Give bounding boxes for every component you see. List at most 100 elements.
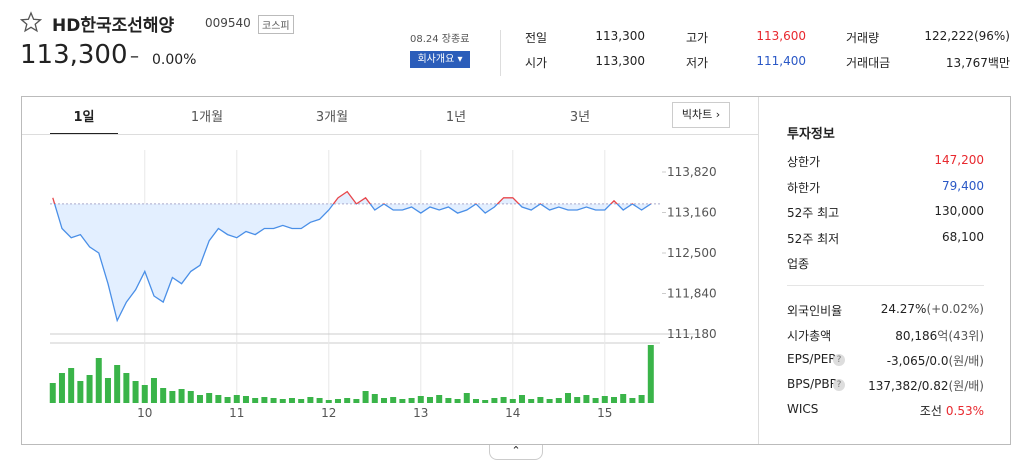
volume-bar — [380, 398, 387, 403]
info-label: 외국인비율 — [787, 304, 843, 318]
volume-bar — [399, 399, 406, 403]
volume-bar — [178, 389, 185, 403]
volume-bar — [169, 391, 176, 403]
info-label: 업종 — [787, 257, 810, 271]
stock-code: 009540 — [205, 16, 251, 30]
help-icon: ? — [833, 354, 845, 366]
info-note: (원/배) — [948, 354, 985, 368]
panel-separator — [787, 285, 984, 286]
info-value: 68,100 — [942, 230, 984, 244]
x-tick-label: 15 — [597, 406, 612, 420]
info-main: 79,400 — [942, 178, 984, 193]
x-tick-label: 11 — [229, 406, 244, 420]
panel-divider — [758, 97, 759, 444]
volume-bar — [233, 395, 240, 403]
volume-bar — [491, 398, 498, 403]
volume-bar — [316, 398, 323, 403]
info-note: (원/배) — [948, 379, 985, 393]
period-tab[interactable]: 3개월 — [315, 110, 349, 125]
volume-bar — [610, 397, 617, 403]
favorite-star[interactable] — [20, 11, 42, 33]
volume-bar — [215, 395, 222, 403]
volume-bar — [288, 398, 295, 403]
volume-bar — [647, 345, 654, 403]
y-tick-label: 113,160 — [667, 206, 717, 220]
volume-bar — [500, 397, 507, 403]
info-value: 24.27%(+0.02%) — [881, 302, 984, 316]
x-tick-label: 14 — [505, 406, 520, 420]
x-tick-label: 13 — [413, 406, 428, 420]
y-tick-label: 111,840 — [667, 287, 717, 301]
volume-bar — [58, 373, 65, 403]
x-tick-label: 12 — [321, 406, 336, 420]
divider — [500, 30, 501, 76]
company-button-label: 회사개요 — [417, 54, 455, 65]
info-label: 상한가 — [787, 155, 821, 169]
volume-bar — [546, 399, 553, 403]
price-line — [52, 190, 652, 323]
volume-bar — [583, 395, 590, 403]
volume-bar — [224, 397, 231, 403]
period-tab[interactable]: 1년 — [445, 110, 467, 125]
period-tab[interactable]: 1개월 — [190, 110, 224, 125]
info-main: 68,100 — [942, 229, 984, 244]
info-label: 하한가 — [787, 180, 821, 195]
big-chart-label: 빅차트 — [681, 108, 713, 121]
period-tab[interactable]: 3년 — [569, 110, 591, 125]
quote-label: 전일 — [525, 31, 548, 45]
info-main: 137,382/0.82 — [868, 379, 949, 393]
volume-bar — [555, 398, 562, 403]
volume-bar — [353, 399, 360, 403]
x-tick-label: 10 — [137, 406, 152, 420]
volume-bar — [482, 400, 489, 403]
volume-bar — [463, 393, 470, 403]
volume-bar — [620, 394, 627, 403]
volume-bar — [86, 375, 93, 403]
volume-bar — [344, 398, 351, 403]
volume-bar — [454, 399, 461, 403]
volume-bar — [77, 381, 84, 403]
area — [52, 191, 651, 321]
quote-label: 거래량 — [846, 31, 880, 45]
info-label: 52주 최저 — [787, 231, 840, 246]
volume-bar — [307, 397, 314, 403]
volume-bar — [187, 391, 194, 403]
info-main: 24.27% — [880, 302, 927, 316]
quote-label: 저가 — [686, 56, 709, 70]
volume-bar — [252, 398, 259, 403]
y-tick-label: 113,820 — [667, 165, 717, 179]
info-label: BPS/PBR — [787, 377, 838, 391]
volume-bar — [537, 397, 544, 403]
volume-bar — [325, 400, 332, 403]
current-price: 113,300 — [20, 40, 128, 70]
volume-bar — [408, 398, 415, 403]
volume-bar — [592, 398, 599, 403]
volume-bar — [601, 396, 608, 403]
info-value: 147,200 — [934, 153, 984, 167]
volume-bar — [509, 399, 516, 403]
volume-bar — [629, 398, 636, 403]
change-rate: 0.00% — [152, 52, 197, 68]
volume-bar — [528, 399, 535, 403]
info-label: WICS — [787, 402, 819, 416]
quote-value: 13,767백만 — [945, 56, 1010, 70]
info-value: 80,186억(43위) — [895, 327, 984, 344]
volume-bar — [564, 393, 571, 403]
period-tab[interactable]: 1일 — [73, 110, 95, 125]
info-value: 79,400 — [942, 179, 984, 193]
big-chart-button[interactable]: 빅차트 › — [672, 102, 730, 128]
collapse-button[interactable]: ⌃ — [489, 445, 543, 460]
volume-bar — [362, 391, 369, 403]
volume-bar — [270, 398, 277, 403]
volume-bar — [132, 381, 139, 403]
volume-bar — [114, 365, 121, 403]
volume-bar — [574, 397, 581, 403]
volume-bar — [436, 395, 443, 403]
chart: 10 11 12 13 14 15 113,820 113,160 112,500 111,840… — [49, 150, 717, 420]
volume-bar — [638, 395, 645, 403]
volume-bar — [426, 397, 433, 403]
volume-bar — [141, 385, 148, 403]
quote-label: 고가 — [686, 31, 709, 45]
quote-label: 시가 — [525, 56, 548, 70]
company-button[interactable]: 회사개요 ▾ — [410, 51, 470, 68]
